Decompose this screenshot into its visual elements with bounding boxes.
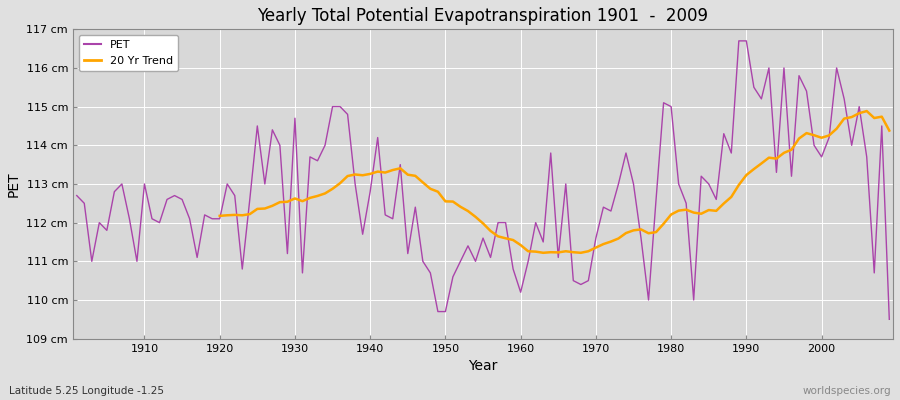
Text: worldspecies.org: worldspecies.org — [803, 386, 891, 396]
Title: Yearly Total Potential Evapotranspiration 1901  -  2009: Yearly Total Potential Evapotranspiratio… — [257, 7, 708, 25]
X-axis label: Year: Year — [468, 359, 498, 373]
Legend: PET, 20 Yr Trend: PET, 20 Yr Trend — [78, 35, 178, 72]
Y-axis label: PET: PET — [7, 171, 21, 197]
Text: Latitude 5.25 Longitude -1.25: Latitude 5.25 Longitude -1.25 — [9, 386, 164, 396]
